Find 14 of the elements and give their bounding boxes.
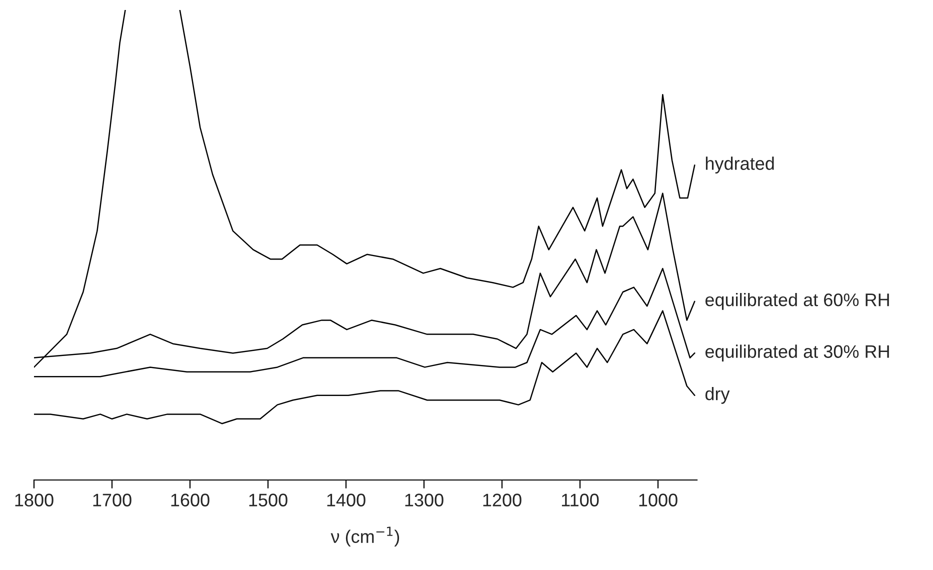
series-label: dry (705, 386, 730, 404)
x-tick-label: 1700 (93, 494, 132, 506)
x-tick-label: 1200 (483, 494, 522, 506)
x-tick-label: 1800 (15, 494, 54, 506)
x-tick-label: 1100 (562, 494, 599, 506)
x-axis-title: ν (cm$^{−1}$) (330, 526, 400, 547)
series-label: equilibrated at 30% RH (705, 344, 889, 362)
x-tick-label: 1400 (327, 494, 366, 506)
x-tick-label: 1300 (405, 494, 444, 506)
x-tick-label: 1000 (639, 494, 678, 506)
series-label: hydrated (706, 156, 774, 174)
x-tick-label: 1600 (171, 494, 210, 506)
x-tick-label: 1500 (249, 494, 288, 506)
series-label: equilibrated at 60% RH (705, 292, 889, 310)
